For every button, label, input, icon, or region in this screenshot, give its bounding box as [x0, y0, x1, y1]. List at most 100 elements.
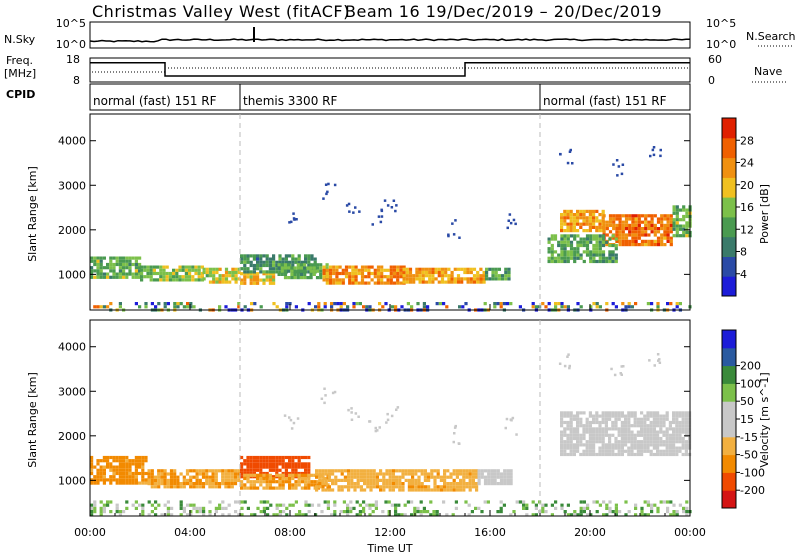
heatmap-cell [560, 305, 564, 309]
heatmap-cell [272, 260, 276, 264]
heatmap-cell [611, 256, 615, 260]
heatmap-cell [416, 506, 420, 510]
heatmap-cell [460, 267, 464, 271]
heatmap-cell [281, 455, 285, 460]
heatmap-cell [573, 250, 577, 254]
heatmap-cell [303, 276, 307, 280]
heatmap-cell [299, 263, 304, 267]
heatmap-cell [592, 443, 596, 447]
heatmap-cell [477, 482, 481, 486]
heatmap-cell [672, 510, 676, 514]
heatmap-cell [588, 440, 592, 444]
heatmap-cell [569, 424, 573, 428]
heatmap-cell [576, 243, 580, 248]
heatmap-cell [122, 262, 126, 267]
heatmap-cell [576, 216, 580, 220]
velocity-colorbar-tick-label: -200 [740, 484, 765, 497]
heatmap-cell [627, 436, 631, 441]
heatmap-cell [300, 465, 304, 469]
heatmap-cell [272, 263, 276, 268]
heatmap-cell [423, 475, 427, 479]
heatmap-cell [300, 476, 304, 481]
heatmap-cell [640, 430, 644, 434]
heatmap-cell [288, 455, 292, 460]
heatmap-cell [205, 274, 209, 278]
heatmap-cell [573, 510, 577, 514]
heatmap-cell [307, 471, 311, 476]
heatmap-cell [685, 506, 689, 510]
heatmap-cell [350, 485, 354, 489]
heatmap-cell [462, 475, 466, 479]
heatmap-cell [608, 510, 612, 514]
heatmap-cell [681, 430, 685, 434]
heatmap-cell [566, 222, 570, 226]
heatmap-cell [99, 478, 103, 482]
heatmap-cell [598, 234, 602, 238]
heatmap-cell [275, 305, 279, 309]
heatmap-cell [398, 488, 402, 492]
heatmap-cell [640, 443, 644, 447]
heatmap-cell [430, 475, 434, 479]
velocity-colorbar-tick-label: 15 [740, 413, 754, 426]
heatmap-cell [173, 302, 177, 306]
heatmap-cell [616, 174, 619, 177]
heatmap-cell [112, 272, 116, 276]
heatmap-cell [189, 305, 193, 309]
heatmap-cell [421, 267, 425, 271]
heatmap-cell [662, 452, 666, 457]
heatmap-cell [566, 209, 570, 213]
heatmap-cell [375, 478, 379, 482]
heatmap-cell [202, 510, 206, 514]
heatmap-cell [240, 455, 244, 460]
heatmap-cell [681, 411, 685, 415]
heatmap-cell [217, 482, 222, 486]
heatmap-cell [90, 468, 94, 472]
heatmap-cell [592, 417, 596, 421]
heatmap-cell [249, 275, 253, 279]
heatmap-cell [608, 417, 612, 421]
heatmap-cell [297, 480, 301, 484]
heatmap-cell [265, 263, 269, 268]
heatmap-cell [410, 513, 414, 517]
heatmap-cell [96, 256, 100, 260]
heatmap-cell [115, 478, 119, 482]
heatmap-cell [340, 485, 344, 489]
ytick-label: 3000 [58, 385, 86, 398]
heatmap-cell [391, 488, 395, 492]
heatmap-cell [422, 510, 426, 514]
heatmap-cell [662, 420, 666, 425]
heatmap-cell [431, 270, 435, 275]
heatmap-cell [246, 465, 250, 469]
heatmap-cell [407, 485, 411, 489]
heatmap-cell [601, 216, 605, 220]
heatmap-cell [218, 305, 222, 309]
heatmap-cell [322, 268, 326, 272]
heatmap-cell [475, 485, 479, 489]
heatmap-cell [385, 485, 389, 489]
heatmap-cell [347, 472, 351, 476]
heatmap-cell [372, 482, 376, 486]
heatmap-cell [666, 302, 670, 306]
heatmap-cell [374, 503, 378, 507]
heatmap-cell [646, 427, 650, 431]
heatmap-cell [560, 446, 564, 450]
heatmap-cell [488, 267, 492, 271]
heatmap-cell [464, 302, 468, 306]
heatmap-cell [601, 436, 605, 441]
heatmap-cell [480, 469, 484, 473]
heatmap-cell [122, 272, 126, 276]
heatmap-cell [496, 510, 500, 514]
heatmap-cell [408, 274, 413, 278]
power-colorbar-label: Power [dB] [758, 184, 771, 244]
heatmap-cell [338, 265, 342, 269]
heatmap-cell [598, 225, 602, 229]
heatmap-cell [579, 417, 583, 421]
heatmap-cell [252, 459, 256, 463]
heatmap-cell [614, 259, 618, 264]
heatmap-cell [231, 270, 235, 275]
heatmap-cell [684, 446, 688, 450]
heatmap-cell [125, 259, 129, 263]
heatmap-cell [221, 482, 225, 486]
heatmap-cell [134, 302, 138, 306]
heatmap-cell [330, 305, 334, 309]
